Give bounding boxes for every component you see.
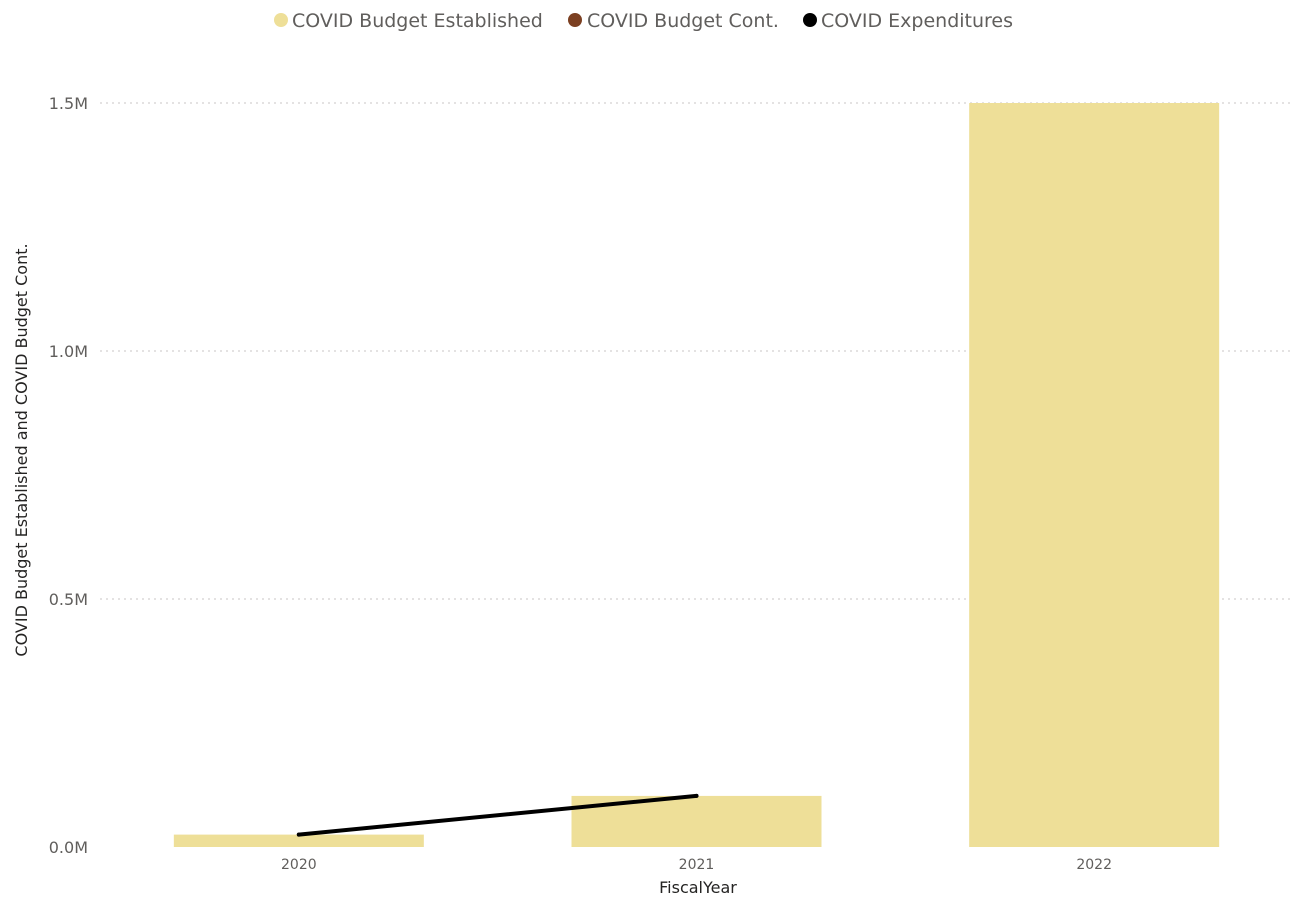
bar-0-2020[interactable] <box>173 834 424 847</box>
legend-marker-budget-established <box>274 13 288 27</box>
line-point-0[interactable] <box>296 832 301 837</box>
x-tick-label-2021: 2021 <box>679 857 715 873</box>
legend-marker-budget-cont <box>568 13 582 27</box>
gridlines <box>100 102 1293 600</box>
legend: COVID Budget Established COVID Budget Co… <box>274 10 1013 32</box>
bar-series <box>173 103 1220 847</box>
y-tick-label-2: 1.0M <box>49 342 88 361</box>
line-series <box>296 793 699 837</box>
bar-0-2022[interactable] <box>969 103 1220 847</box>
x-tick-label-2020: 2020 <box>281 857 317 873</box>
line-point-1[interactable] <box>694 793 699 798</box>
legend-marker-expenditures <box>803 13 817 27</box>
line-expenditures[interactable] <box>296 793 699 837</box>
y-axis-title: COVID Budget Established and COVID Budge… <box>12 243 31 656</box>
y-tick-label-3: 1.5M <box>49 94 88 113</box>
x-axis-title: FiscalYear <box>659 878 737 897</box>
x-axis-ticks: 2020 2021 2022 <box>281 857 1112 873</box>
y-axis-ticks: 0.0M 0.5M 1.0M 1.5M <box>49 94 88 857</box>
legend-label-expenditures[interactable]: COVID Expenditures <box>821 10 1013 32</box>
legend-label-budget-established[interactable]: COVID Budget Established <box>292 10 543 32</box>
x-tick-label-2022: 2022 <box>1076 857 1112 873</box>
y-tick-label-0: 0.0M <box>49 838 88 857</box>
y-tick-label-1: 0.5M <box>49 590 88 609</box>
legend-label-budget-cont[interactable]: COVID Budget Cont. <box>587 10 779 32</box>
